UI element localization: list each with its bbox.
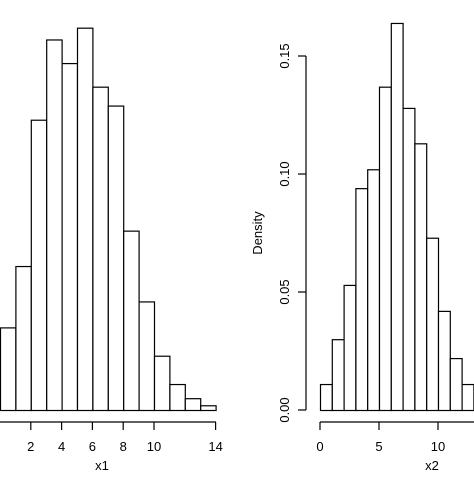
chart1-bar [46, 39, 63, 412]
chart1-bar [0, 327, 17, 412]
chart1-bar [138, 301, 156, 412]
chart2-bar [437, 310, 451, 412]
chart2-bar [319, 383, 333, 412]
chart1-bar [30, 119, 48, 412]
chart1-x-tick-label: 4 [58, 439, 65, 454]
chart1-x-tick-label: 8 [120, 439, 127, 454]
chart1-x-tick-label: 2 [27, 439, 34, 454]
chart2-bar [331, 339, 345, 412]
chart2-bar [343, 284, 357, 412]
chart1-x-tick-label: 6 [89, 439, 96, 454]
chart1-bar [107, 105, 125, 412]
chart1-x-tick-label: 14 [208, 439, 222, 454]
chart1-bar [15, 265, 32, 412]
chart2-y-tick-label: 0.05 [277, 279, 292, 304]
chart2-x-tick-label: 5 [375, 439, 382, 454]
chart2-y-axis-title: Density [250, 211, 265, 255]
chart1-bar [169, 383, 186, 412]
chart2-bar [414, 143, 428, 412]
chart1-bar [92, 86, 109, 412]
chart2-bar [355, 188, 369, 412]
chart1-bar [153, 355, 171, 412]
chart2-bar [367, 169, 381, 412]
chart2-y-tick-label: 0.00 [277, 397, 292, 422]
chart1-bar [61, 62, 79, 412]
chart1-bar [123, 230, 140, 412]
chart1-bar [200, 405, 217, 412]
chart1-bar [76, 27, 94, 412]
chart2-bar [378, 86, 392, 412]
chart2-y-tick-label: 0.15 [277, 43, 292, 68]
chart2-bar [390, 22, 404, 412]
chart2-x-axis-title: x2 [425, 458, 439, 473]
chart1-x-axis-title: x1 [95, 458, 109, 473]
chart2-bar [461, 383, 474, 412]
chart2-x-tick-label: 0 [316, 439, 323, 454]
chart1-x-tick-label: 10 [147, 439, 161, 454]
chart2-bar [449, 357, 463, 412]
chart2-bar [426, 237, 440, 412]
chart2-x-tick-label: 10 [431, 439, 445, 454]
chart2-y-tick-label: 0.10 [277, 161, 292, 186]
chart1-bar [184, 398, 202, 412]
chart2-bar [402, 107, 416, 412]
